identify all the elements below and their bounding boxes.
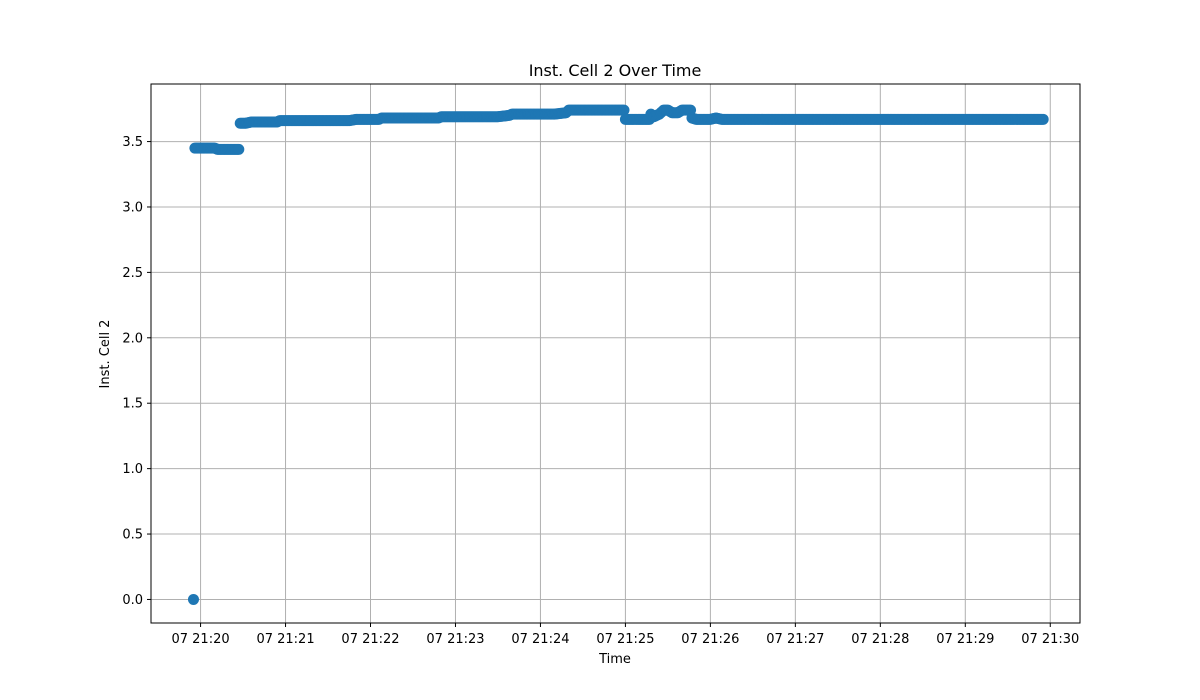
y-axis-label: Inst. Cell 2 <box>98 320 113 389</box>
data-point <box>187 593 199 605</box>
y-tick-label: 3.0 <box>122 200 143 215</box>
x-tick-label: 07 21:20 <box>171 632 229 647</box>
y-tick-label: 1.5 <box>122 397 143 412</box>
y-tick-label: 2.0 <box>122 331 143 346</box>
chart-title: Inst. Cell 2 Over Time <box>529 61 702 80</box>
y-tick-label: 0.0 <box>122 593 143 608</box>
y-tick-label: 0.5 <box>122 528 143 543</box>
data-point <box>1037 113 1049 125</box>
x-tick-label: 07 21:22 <box>341 632 399 647</box>
x-tick-label: 07 21:29 <box>936 632 994 647</box>
x-axis-label: Time <box>598 652 631 667</box>
x-axis-ticks: 07 21:20 07 21:21 07 21:22 07 21:23 07 21:24… <box>171 623 1079 647</box>
y-tick-label: 1.0 <box>122 462 143 477</box>
grid-lines <box>151 84 1080 623</box>
data-point <box>618 104 630 116</box>
x-tick-label: 07 21:21 <box>256 632 314 647</box>
x-tick-label: 07 21:26 <box>681 632 739 647</box>
x-tick-label: 07 21:25 <box>596 632 654 647</box>
data-points <box>187 104 1049 605</box>
y-tick-label: 3.5 <box>122 135 143 150</box>
data-point <box>233 143 245 155</box>
x-tick-label: 07 21:27 <box>766 632 824 647</box>
plot-frame <box>150 83 1081 624</box>
x-tick-label: 07 21:24 <box>511 632 569 647</box>
x-tick-label: 07 21:30 <box>1021 632 1079 647</box>
y-tick-label: 2.5 <box>122 266 143 281</box>
x-tick-label: 07 21:23 <box>426 632 484 647</box>
x-tick-label: 07 21:28 <box>851 632 909 647</box>
y-axis-ticks: 0.0 0.5 1.0 1.5 2.0 2.5 3.0 3.5 <box>122 135 151 608</box>
